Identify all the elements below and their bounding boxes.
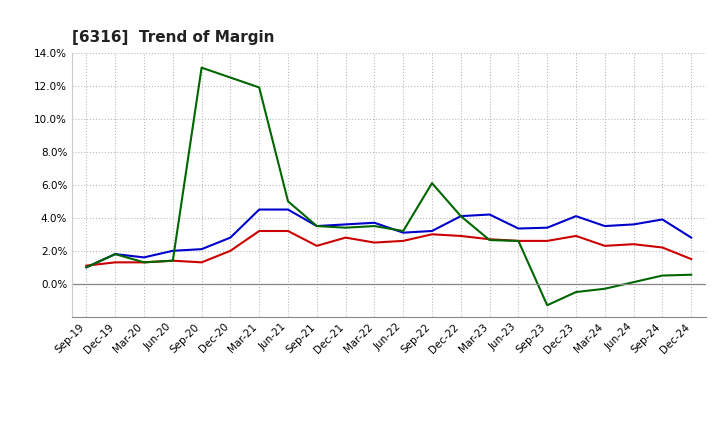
Net Income [82, 263, 91, 268]
Ordinary Income [543, 225, 552, 231]
Ordinary Income [312, 224, 321, 229]
Operating Cashflow [399, 228, 408, 234]
Net Income [312, 243, 321, 249]
Operating Cashflow [312, 224, 321, 229]
Operating Cashflow [82, 264, 91, 270]
Net Income [284, 228, 292, 234]
Operating Cashflow [456, 213, 465, 219]
Operating Cashflow [514, 238, 523, 243]
Net Income [456, 233, 465, 238]
Ordinary Income [428, 228, 436, 234]
Operating Cashflow [572, 290, 580, 295]
Ordinary Income [456, 213, 465, 219]
Operating Cashflow [600, 286, 609, 291]
Operating Cashflow [255, 85, 264, 90]
Net Income [111, 260, 120, 265]
Operating Cashflow [284, 198, 292, 204]
Operating Cashflow [485, 238, 494, 243]
Line: Operating Cashflow: Operating Cashflow [86, 68, 691, 305]
Ordinary Income [255, 207, 264, 212]
Operating Cashflow [341, 225, 350, 231]
Net Income [629, 242, 638, 247]
Net Income [255, 228, 264, 234]
Operating Cashflow [658, 273, 667, 278]
Ordinary Income [600, 224, 609, 229]
Ordinary Income [140, 255, 148, 260]
Net Income [197, 260, 206, 265]
Ordinary Income [399, 230, 408, 235]
Net Income [428, 231, 436, 237]
Operating Cashflow [370, 224, 379, 229]
Operating Cashflow [168, 258, 177, 263]
Ordinary Income [514, 226, 523, 231]
Net Income [658, 245, 667, 250]
Ordinary Income [629, 222, 638, 227]
Operating Cashflow [140, 260, 148, 265]
Net Income [687, 257, 696, 262]
Net Income [572, 233, 580, 238]
Net Income [485, 237, 494, 242]
Operating Cashflow [687, 272, 696, 277]
Ordinary Income [485, 212, 494, 217]
Operating Cashflow [111, 251, 120, 257]
Net Income [399, 238, 408, 243]
Ordinary Income [687, 235, 696, 240]
Ordinary Income [82, 264, 91, 270]
Net Income [341, 235, 350, 240]
Ordinary Income [111, 251, 120, 257]
Ordinary Income [658, 217, 667, 222]
Net Income [600, 243, 609, 249]
Ordinary Income [197, 246, 206, 252]
Ordinary Income [226, 235, 235, 240]
Operating Cashflow [629, 279, 638, 285]
Ordinary Income [168, 248, 177, 253]
Ordinary Income [370, 220, 379, 225]
Operating Cashflow [197, 65, 206, 70]
Ordinary Income [572, 213, 580, 219]
Ordinary Income [284, 207, 292, 212]
Net Income [168, 258, 177, 263]
Net Income [140, 260, 148, 265]
Net Income [226, 248, 235, 253]
Net Income [514, 238, 523, 243]
Operating Cashflow [428, 180, 436, 186]
Net Income [543, 238, 552, 243]
Line: Net Income: Net Income [86, 231, 691, 266]
Ordinary Income [341, 222, 350, 227]
Net Income [370, 240, 379, 245]
Text: [6316]  Trend of Margin: [6316] Trend of Margin [72, 29, 274, 45]
Operating Cashflow [226, 75, 235, 80]
Operating Cashflow [543, 303, 552, 308]
Line: Ordinary Income: Ordinary Income [86, 209, 691, 267]
